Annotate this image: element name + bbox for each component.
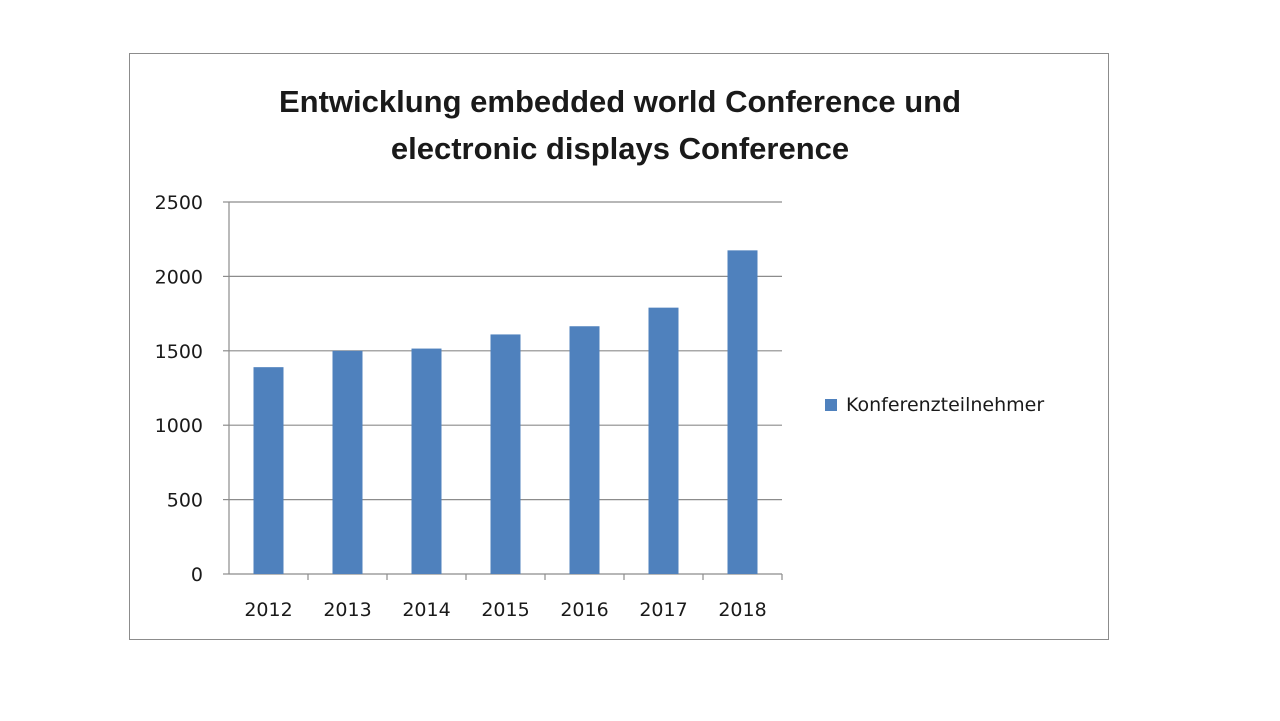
y-tick-label: 0 bbox=[191, 564, 203, 586]
plot-area: 0 500 1000 1500 2000 2500 2012 2013 2014 2015 2016… bbox=[155, 192, 783, 621]
bar-2014 bbox=[411, 348, 442, 574]
bar-2012 bbox=[253, 367, 284, 574]
legend: Konferenzteilnehmer bbox=[825, 394, 1044, 416]
chart-title-line-1: Entwicklung embedded world Conference un… bbox=[278, 84, 962, 119]
bar-2013 bbox=[332, 350, 363, 574]
x-tick-label: 2014 bbox=[402, 599, 450, 621]
y-tick-label: 1000 bbox=[155, 415, 203, 437]
x-tick-label: 2016 bbox=[560, 599, 608, 621]
bar-2017 bbox=[648, 307, 679, 574]
y-tick-label: 500 bbox=[167, 490, 203, 512]
bar-2016 bbox=[569, 326, 600, 574]
y-tick-label: 2500 bbox=[155, 192, 203, 214]
x-tick-label: 2017 bbox=[639, 599, 687, 621]
legend-swatch bbox=[825, 399, 837, 411]
x-tick-label: 2013 bbox=[323, 599, 371, 621]
legend-label: Konferenzteilnehmer bbox=[846, 394, 1045, 416]
x-tick-label: 2012 bbox=[244, 599, 292, 621]
chart-frame: Entwicklung embedded world Conference un… bbox=[129, 53, 1109, 640]
bar-2015 bbox=[490, 334, 521, 574]
chart-title: Entwicklung embedded world Conference un… bbox=[130, 78, 1110, 172]
y-tick-label: 2000 bbox=[155, 266, 203, 288]
x-tick-label: 2018 bbox=[718, 599, 766, 621]
chart-title-line-2: electronic displays Conference bbox=[390, 131, 850, 166]
x-tick-label: 2015 bbox=[481, 599, 529, 621]
bar-2018 bbox=[727, 250, 758, 575]
y-tick-label: 1500 bbox=[155, 341, 203, 363]
